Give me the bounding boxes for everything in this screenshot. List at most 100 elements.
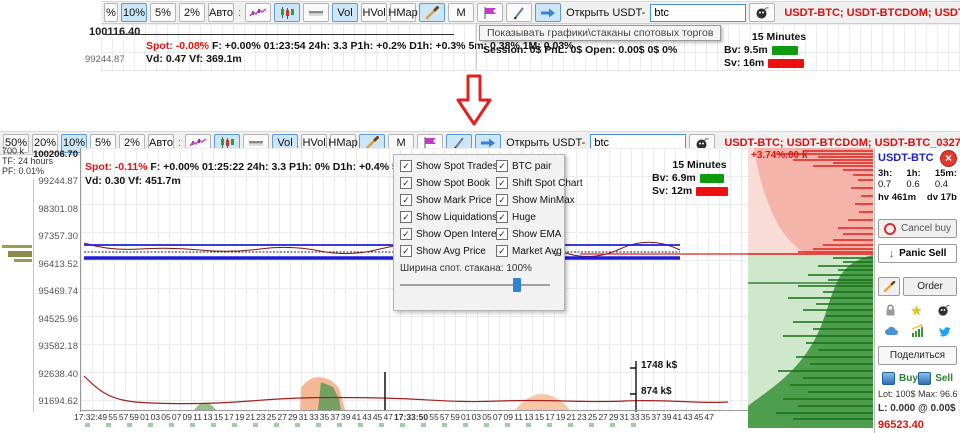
brush-button[interactable] <box>359 133 386 153</box>
settings-checkbox-item[interactable]: Show Mark Price <box>400 193 492 207</box>
time-tick: 25 <box>587 412 598 422</box>
zoom-10-button[interactable]: 10% <box>121 3 147 22</box>
bomb-button[interactable] <box>689 133 716 153</box>
spot-book-width-label: Ширина спот. стакана: 100% <box>400 263 532 274</box>
lock-icon[interactable] <box>884 304 897 317</box>
settings-checkbox-item[interactable]: Show MinMax <box>496 193 575 207</box>
zoom-2-button[interactable]: 2% <box>119 133 145 153</box>
spot-candles-button[interactable] <box>245 3 272 22</box>
checkbox-checked-icon[interactable] <box>496 211 508 223</box>
zoom-5-button[interactable]: 5% <box>150 3 176 22</box>
zoom-2-button[interactable]: 2% <box>179 3 205 22</box>
settings-checkbox-item[interactable]: Market Avg <box>496 244 566 258</box>
settings-checkbox-item[interactable]: BTC pair <box>496 159 566 173</box>
hmap-button[interactable]: HMap <box>328 133 358 153</box>
pen-button[interactable] <box>506 3 533 22</box>
checkbox-checked-icon[interactable] <box>400 245 412 257</box>
time-tick: 41 <box>351 412 362 422</box>
settings-checkbox-item[interactable]: Show Liquidations <box>400 210 497 224</box>
bomb-icon[interactable] <box>936 303 951 317</box>
volume-bump-green <box>194 402 216 410</box>
checkbox-checked-icon[interactable] <box>400 177 412 189</box>
volume-bump-peach2 <box>515 394 570 410</box>
checkbox-checked-icon[interactable] <box>496 245 508 257</box>
settings-checkbox-item[interactable]: Show Avg Price <box>400 244 492 258</box>
panic-sell-button[interactable]: Panic Sell <box>878 244 957 263</box>
auto-button[interactable]: Авто <box>208 3 234 22</box>
settings-checkbox-item[interactable]: Show Spot Trades <box>400 159 498 173</box>
ticker-search-input[interactable] <box>590 134 687 152</box>
sell-button[interactable]: Sell <box>918 372 953 385</box>
checkbox-checked-icon[interactable] <box>400 228 412 240</box>
buy-button[interactable]: Buy <box>882 372 918 385</box>
line-view-button[interactable] <box>243 133 270 153</box>
zoom-5-button[interactable]: 5% <box>90 133 116 153</box>
cloud-icon[interactable] <box>884 325 899 336</box>
cancel-buy-button[interactable]: Cancel buy <box>878 219 957 238</box>
session-info: Session: 0$ PnL: 0$ Open: 0.00$ 0$ 0% <box>483 44 678 56</box>
buy-volume-bar <box>699 173 724 183</box>
arrow-button[interactable] <box>535 3 562 22</box>
star-icon[interactable] <box>911 302 923 318</box>
settings-checkbox-item[interactable]: Shift Spot Chart <box>496 176 583 190</box>
checkbox-checked-icon[interactable] <box>400 160 412 172</box>
checkbox-label: Show EMA <box>512 228 562 240</box>
pink-candles-icon <box>189 138 207 147</box>
chart-growth-icon[interactable] <box>911 324 925 337</box>
zoom-20-button[interactable]: 20% <box>32 133 58 153</box>
watchlist-tickers[interactable]: USDT-BTC; USDT-BTCDOM; USDT-BTC_0327; US… <box>724 137 960 149</box>
hmap-button[interactable]: HMap <box>388 3 418 22</box>
time-tick: 35 <box>319 412 330 422</box>
order-button[interactable]: Order <box>903 277 957 296</box>
close-icon[interactable] <box>940 149 957 167</box>
settings-checkbox-item[interactable]: Show EMA <box>496 227 566 241</box>
settings-checkbox-item[interactable]: Show Spot Book <box>400 176 492 190</box>
draw-order-button[interactable] <box>878 277 900 296</box>
time-tick: 05 <box>482 412 492 422</box>
share-button[interactable]: Поделиться <box>878 346 957 365</box>
checkbox-label: Show Open Interest <box>416 228 505 240</box>
bomb-button[interactable] <box>749 3 776 22</box>
settings-checkbox-item[interactable]: Show Open Interest <box>400 227 504 241</box>
slider-handle[interactable] <box>513 278 521 292</box>
chevron-down-icon[interactable] <box>552 243 559 261</box>
settings-checkbox-item[interactable]: Huge <box>496 210 566 224</box>
top-price-marker: 100116.40 <box>87 26 143 38</box>
twitter-icon[interactable] <box>937 325 951 337</box>
vol-button[interactable]: Vol <box>272 133 299 153</box>
price-axis-label: 94525.96 <box>38 313 78 325</box>
checkbox-checked-icon[interactable] <box>400 194 412 206</box>
line-view-button[interactable] <box>303 3 330 22</box>
spot-candles-button[interactable] <box>185 133 212 153</box>
vol-button[interactable]: Vol <box>332 3 359 22</box>
checkbox-checked-icon[interactable] <box>496 177 508 189</box>
shield-icon <box>918 372 932 385</box>
watchlist-tickers[interactable]: USDT-BTC; USDT-BTCDOM; USDT-BTC_ <box>784 6 960 19</box>
checkbox-checked-icon[interactable] <box>496 194 508 206</box>
zoom-partial-button[interactable]: % <box>104 3 118 22</box>
cancel-buy-label: Cancel buy <box>900 223 952 234</box>
brush-button[interactable] <box>419 3 446 22</box>
time-tick: 31 <box>298 412 309 422</box>
m-button[interactable]: M <box>448 3 475 22</box>
zoom-50-button[interactable]: 50% <box>3 133 29 153</box>
ticker-search-input[interactable] <box>650 3 747 22</box>
hvol-button[interactable]: HVol <box>361 3 388 22</box>
stat-value: 0.7 <box>878 179 892 190</box>
candles-view-button[interactable] <box>274 3 301 22</box>
spot-change: Spot: -0.11% <box>85 161 148 173</box>
flag-button[interactable] <box>477 3 504 22</box>
time-tick: 27 <box>277 412 287 422</box>
cancel-icon <box>883 222 896 235</box>
time-tick: 59 <box>129 412 139 422</box>
top-spot-info: Spot: -0.08% F: +0.00% 01:23:54 24h: 3.3… <box>146 40 574 52</box>
auto-button[interactable]: Авто <box>148 133 174 153</box>
checkbox-checked-icon[interactable] <box>400 211 412 223</box>
time-tick: 15 <box>534 412 545 422</box>
zoom-10-button[interactable]: 10% <box>61 133 87 153</box>
checkbox-checked-icon[interactable] <box>496 228 508 240</box>
arrow-right-icon <box>481 138 496 148</box>
left-info-line: 700 k <box>2 146 25 156</box>
checkbox-checked-icon[interactable] <box>496 160 508 172</box>
spot-book-width-slider[interactable] <box>400 278 550 292</box>
